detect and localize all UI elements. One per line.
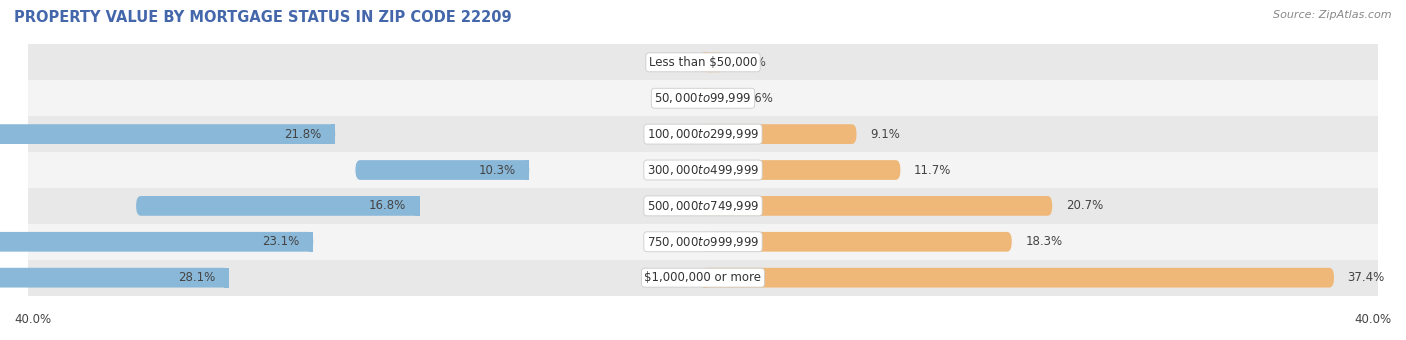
FancyBboxPatch shape bbox=[0, 232, 314, 252]
FancyBboxPatch shape bbox=[356, 160, 529, 180]
FancyBboxPatch shape bbox=[0, 268, 229, 288]
Text: 21.8%: 21.8% bbox=[284, 128, 322, 141]
Text: 10.3%: 10.3% bbox=[478, 164, 516, 176]
Bar bbox=[28, 260, 1378, 295]
Text: PROPERTY VALUE BY MORTGAGE STATUS IN ZIP CODE 22209: PROPERTY VALUE BY MORTGAGE STATUS IN ZIP… bbox=[14, 10, 512, 25]
Text: 37.4%: 37.4% bbox=[1347, 271, 1385, 284]
Text: 28.1%: 28.1% bbox=[179, 271, 215, 284]
Text: 18.3%: 18.3% bbox=[1025, 235, 1063, 248]
Bar bbox=[524, 160, 529, 180]
FancyBboxPatch shape bbox=[703, 196, 1052, 216]
Bar bbox=[330, 124, 335, 144]
Bar bbox=[28, 152, 1378, 188]
FancyBboxPatch shape bbox=[0, 124, 335, 144]
Bar bbox=[28, 116, 1378, 152]
Text: Less than $50,000: Less than $50,000 bbox=[648, 56, 758, 69]
Bar bbox=[28, 45, 1378, 80]
Text: $300,000 to $499,999: $300,000 to $499,999 bbox=[647, 163, 759, 177]
FancyBboxPatch shape bbox=[703, 124, 856, 144]
Bar bbox=[703, 196, 707, 216]
Bar bbox=[703, 124, 707, 144]
Bar bbox=[703, 160, 707, 180]
Text: Source: ZipAtlas.com: Source: ZipAtlas.com bbox=[1274, 10, 1392, 20]
Text: 1.6%: 1.6% bbox=[744, 92, 773, 105]
Text: $500,000 to $749,999: $500,000 to $749,999 bbox=[647, 199, 759, 213]
Text: $750,000 to $999,999: $750,000 to $999,999 bbox=[647, 235, 759, 249]
Bar bbox=[309, 232, 314, 252]
Bar bbox=[703, 232, 707, 252]
Text: 40.0%: 40.0% bbox=[14, 313, 51, 326]
Text: 11.7%: 11.7% bbox=[914, 164, 952, 176]
Text: $50,000 to $99,999: $50,000 to $99,999 bbox=[654, 91, 752, 105]
FancyBboxPatch shape bbox=[703, 268, 1334, 288]
Text: 20.7%: 20.7% bbox=[1066, 199, 1102, 212]
Bar bbox=[703, 268, 707, 288]
Text: 0.0%: 0.0% bbox=[659, 92, 689, 105]
FancyBboxPatch shape bbox=[703, 88, 730, 108]
Bar bbox=[415, 196, 419, 216]
Text: 40.0%: 40.0% bbox=[1355, 313, 1392, 326]
Text: $100,000 to $299,999: $100,000 to $299,999 bbox=[647, 127, 759, 141]
Bar bbox=[28, 224, 1378, 260]
Text: 9.1%: 9.1% bbox=[870, 128, 900, 141]
Bar bbox=[28, 188, 1378, 224]
FancyBboxPatch shape bbox=[703, 160, 900, 180]
Bar bbox=[225, 268, 229, 288]
Bar bbox=[28, 80, 1378, 116]
FancyBboxPatch shape bbox=[136, 196, 419, 216]
FancyBboxPatch shape bbox=[703, 52, 723, 72]
FancyBboxPatch shape bbox=[703, 232, 1012, 252]
Text: $1,000,000 or more: $1,000,000 or more bbox=[644, 271, 762, 284]
Bar bbox=[703, 88, 707, 108]
Bar bbox=[703, 52, 707, 72]
Text: 16.8%: 16.8% bbox=[368, 199, 406, 212]
Text: 1.2%: 1.2% bbox=[737, 56, 766, 69]
Text: 0.0%: 0.0% bbox=[659, 56, 689, 69]
Text: 23.1%: 23.1% bbox=[263, 235, 299, 248]
